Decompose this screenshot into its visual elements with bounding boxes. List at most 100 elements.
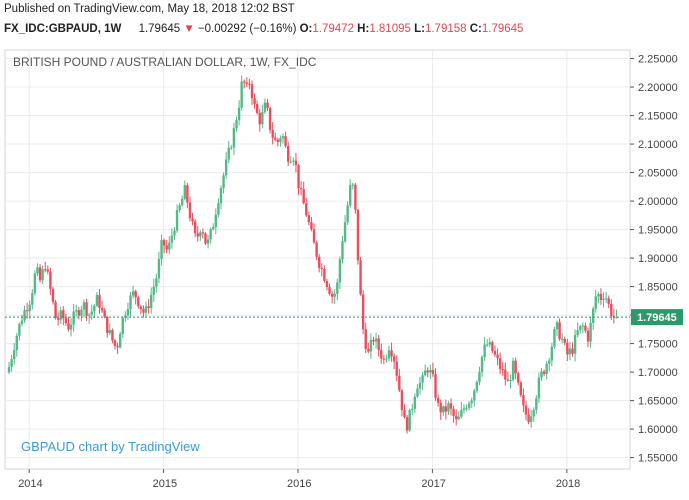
candle-body xyxy=(75,310,78,312)
candle-body xyxy=(131,291,135,296)
candle-body xyxy=(579,326,582,330)
y-tick-label: 1.60000 xyxy=(638,424,678,436)
y-tick-label: 1.90000 xyxy=(638,253,678,265)
candle-body xyxy=(343,222,347,242)
candle-body xyxy=(429,369,432,373)
candle-body xyxy=(178,205,181,211)
published-note: Published on TradingView.com, May 18, 20… xyxy=(0,0,689,19)
candle-body xyxy=(615,317,618,319)
candle-body xyxy=(325,281,329,287)
candle-body xyxy=(157,259,161,279)
candle-body xyxy=(188,202,192,219)
candle-body xyxy=(597,294,600,297)
candle-body xyxy=(473,390,476,401)
candle-body xyxy=(318,256,321,268)
candle-body xyxy=(522,395,525,406)
candle-body xyxy=(467,403,471,409)
price-chart[interactable]: 2.25000 2.20000 2.15000 2.10000 2.05000 2.000… xyxy=(0,44,689,495)
candle-body xyxy=(354,184,357,210)
candle-body xyxy=(338,259,342,283)
candle-body xyxy=(411,408,414,411)
candle-body xyxy=(49,271,52,289)
candle-body xyxy=(106,316,109,333)
y-tick-label: 2.00000 xyxy=(638,196,678,208)
candle-body xyxy=(214,214,218,228)
candle-body xyxy=(82,302,86,310)
candle-body xyxy=(286,145,290,162)
candle-body xyxy=(511,360,515,381)
candle-body xyxy=(517,373,520,383)
candle-body xyxy=(155,278,158,287)
candle-body xyxy=(483,344,486,357)
candle-body xyxy=(591,308,595,323)
candle-body xyxy=(460,409,463,417)
candle-body xyxy=(346,205,349,223)
candle-body xyxy=(72,311,75,325)
candle-body xyxy=(201,232,205,234)
plot-frame xyxy=(4,49,631,470)
candle-body xyxy=(330,293,334,297)
candle-body xyxy=(7,366,11,373)
candle-body xyxy=(168,242,171,250)
candle-body xyxy=(183,185,186,199)
candle-body xyxy=(529,416,533,423)
candle-body xyxy=(356,209,360,261)
candle-body xyxy=(535,398,538,410)
candle-body xyxy=(87,314,91,316)
candle-body xyxy=(69,324,73,330)
candle-body xyxy=(134,291,137,298)
candle-body xyxy=(496,354,499,359)
candle-body xyxy=(219,188,223,204)
close-value: 1.79645 xyxy=(481,23,524,35)
candle-body xyxy=(261,112,264,125)
candle-body xyxy=(271,129,274,138)
candle-body xyxy=(315,242,318,257)
candle-body xyxy=(501,369,504,371)
candle-body xyxy=(80,309,83,316)
y-tick-label: 1.75000 xyxy=(638,339,678,351)
candle-body xyxy=(186,185,189,203)
high-value: 1.81095 xyxy=(369,23,411,35)
candle-body xyxy=(607,298,610,304)
candle-body xyxy=(25,310,29,312)
candle-body xyxy=(550,346,554,361)
candle-body xyxy=(400,390,404,411)
chart-area[interactable]: 2.25000 2.20000 2.15000 2.10000 2.05000 2.000… xyxy=(0,44,689,495)
candle-body xyxy=(351,184,355,186)
candle-body xyxy=(372,339,375,342)
candle-body xyxy=(470,400,473,404)
candle-body xyxy=(408,410,411,431)
candle-body xyxy=(129,295,132,309)
last-price: 1.79645 xyxy=(138,23,181,35)
x-tick-label: 2014 xyxy=(18,478,42,490)
down-arrow-icon: ▼ xyxy=(183,23,195,35)
candle-body xyxy=(328,286,331,294)
candle-body xyxy=(509,380,512,382)
symbol-info-bar: FX_IDC:GBPAUD, 1W 1.79645 ▼ −0.00292 (−0… xyxy=(0,19,689,40)
candle-body xyxy=(302,189,305,204)
candle-body xyxy=(222,175,225,189)
candle-body xyxy=(545,363,548,374)
candle-body xyxy=(85,302,88,316)
candle-body xyxy=(93,305,96,312)
candle-body xyxy=(126,308,130,316)
candle-body xyxy=(418,382,422,389)
candle-body xyxy=(20,320,24,324)
candle-body xyxy=(137,297,140,307)
candle-body xyxy=(142,308,145,313)
candle-body xyxy=(480,356,484,372)
candle-body xyxy=(493,351,497,355)
y-tick-label: 1.85000 xyxy=(638,282,678,294)
candle-body xyxy=(118,333,122,348)
candle-body xyxy=(46,269,50,272)
last-price-tag-bg xyxy=(631,309,683,326)
candle-body xyxy=(465,408,468,410)
candle-body xyxy=(382,358,386,360)
candle-body xyxy=(258,112,261,125)
candle-body xyxy=(170,235,174,243)
y-tick-label: 1.65000 xyxy=(638,396,678,408)
candle-body xyxy=(361,294,365,330)
candle-body xyxy=(209,229,212,240)
candle-body xyxy=(144,306,148,313)
candle-body xyxy=(297,165,300,188)
